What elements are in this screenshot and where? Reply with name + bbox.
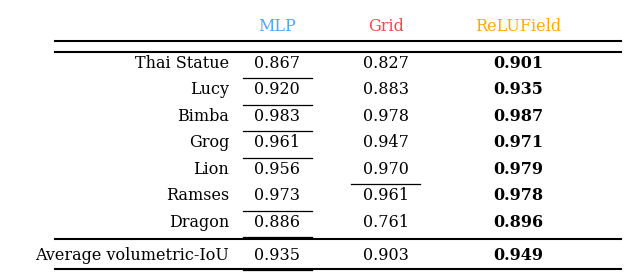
Text: 0.949: 0.949 bbox=[493, 247, 543, 263]
Text: Grog: Grog bbox=[189, 134, 229, 151]
Text: 0.973: 0.973 bbox=[254, 187, 300, 204]
Text: 0.987: 0.987 bbox=[493, 107, 543, 125]
Text: 0.883: 0.883 bbox=[363, 81, 409, 98]
Text: 0.935: 0.935 bbox=[254, 247, 300, 263]
Text: 0.978: 0.978 bbox=[493, 187, 543, 204]
Text: Thai Statue: Thai Statue bbox=[135, 55, 229, 71]
Text: 0.961: 0.961 bbox=[363, 187, 409, 204]
Text: 0.956: 0.956 bbox=[254, 161, 300, 178]
Text: Lion: Lion bbox=[193, 161, 229, 178]
Text: Grid: Grid bbox=[368, 17, 404, 35]
Text: Average volumetric-IoU: Average volumetric-IoU bbox=[35, 247, 229, 263]
Text: Bimba: Bimba bbox=[177, 107, 229, 125]
Text: Dragon: Dragon bbox=[169, 214, 229, 231]
Text: 0.947: 0.947 bbox=[363, 134, 409, 151]
Text: 0.983: 0.983 bbox=[254, 107, 300, 125]
Text: 0.896: 0.896 bbox=[493, 214, 543, 231]
Text: 0.867: 0.867 bbox=[254, 55, 300, 71]
Text: Ramses: Ramses bbox=[166, 187, 229, 204]
Text: 0.961: 0.961 bbox=[254, 134, 300, 151]
Text: ReLUField: ReLUField bbox=[475, 17, 561, 35]
Text: 0.827: 0.827 bbox=[363, 55, 409, 71]
Text: 0.886: 0.886 bbox=[254, 214, 300, 231]
Text: 0.901: 0.901 bbox=[493, 55, 543, 71]
Text: 0.979: 0.979 bbox=[493, 161, 543, 178]
Text: 0.903: 0.903 bbox=[363, 247, 409, 263]
Text: MLP: MLP bbox=[259, 17, 296, 35]
Text: Lucy: Lucy bbox=[190, 81, 229, 98]
Text: 0.971: 0.971 bbox=[493, 134, 543, 151]
Text: 0.920: 0.920 bbox=[255, 81, 300, 98]
Text: 0.978: 0.978 bbox=[363, 107, 409, 125]
Text: 0.935: 0.935 bbox=[493, 81, 543, 98]
Text: 0.761: 0.761 bbox=[363, 214, 409, 231]
Text: 0.970: 0.970 bbox=[363, 161, 409, 178]
